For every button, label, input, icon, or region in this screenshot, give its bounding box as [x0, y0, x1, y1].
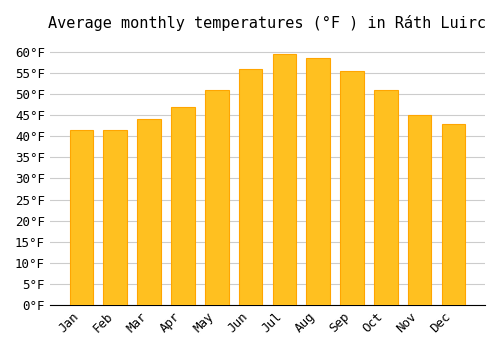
Bar: [205, 90, 229, 305]
Bar: [340, 71, 364, 305]
Bar: [104, 130, 127, 305]
Bar: [272, 54, 296, 305]
Bar: [306, 58, 330, 305]
Bar: [408, 115, 432, 305]
Title: Average monthly temperatures (°F ) in Ráth Luirc: Average monthly temperatures (°F ) in Rá…: [48, 15, 486, 31]
Bar: [171, 107, 194, 305]
Bar: [138, 119, 161, 305]
Bar: [374, 90, 398, 305]
Bar: [70, 130, 94, 305]
Bar: [442, 124, 465, 305]
Bar: [238, 69, 262, 305]
